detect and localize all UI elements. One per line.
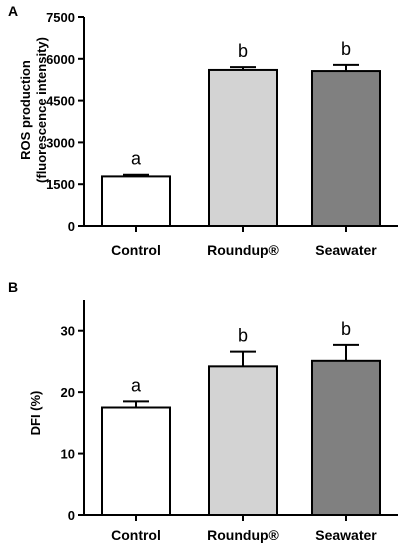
panel-a-bar-seawater	[311, 70, 381, 227]
panel-a-bar-roundup	[208, 68, 278, 227]
panel-a-significance-label-2: b	[341, 39, 351, 59]
panel-b: B DFI (%) a Control b Roundup® b Seawater 0 10 20 3…	[8, 279, 398, 543]
panel-b-significance-label-0: a	[131, 375, 142, 395]
panel-a-y-tick-label-0: 0	[68, 219, 75, 234]
panel-a-bar-control	[101, 175, 171, 228]
panel-b-category-label-1: Roundup®	[207, 527, 279, 543]
panel-a-y-tick-label-1: 1500	[46, 177, 75, 192]
panel-b-y-tick-label-0: 0	[68, 508, 75, 523]
panel-a-significance-label-1: b	[238, 41, 248, 61]
panel-b-category-label-2: Seawater	[315, 527, 377, 543]
panel-a-y-tick-label-3: 4500	[46, 94, 75, 109]
panel-a-y-tick-label-2: 3000	[46, 135, 75, 150]
panel-a: A ROS production (fluorescence intensity) a…	[8, 3, 398, 258]
panel-a-category-label-0: Control	[111, 242, 161, 258]
panel-a-y-tick-label-4: 6000	[46, 52, 75, 67]
panel-a-ylabel-line-1: (fluorescence intensity)	[34, 37, 49, 183]
panel-b-y-tick-label-2: 20	[61, 385, 75, 400]
panel-a-y-tick-label-5: 7500	[46, 10, 75, 25]
panel-b-y-tick-label-1: 10	[61, 447, 75, 462]
panel-a-ylabel-line-0: ROS production	[18, 60, 33, 160]
panel-a-significance-label-0: a	[131, 149, 142, 169]
panel-b-ylabel-line-0: DFI (%)	[28, 391, 43, 436]
panel-b-significance-label-1: b	[238, 326, 248, 346]
panel-b-letter: B	[8, 279, 18, 295]
panel-a-letter: A	[8, 3, 18, 19]
panel-a-category-label-1: Roundup®	[207, 242, 279, 258]
panel-b-bar-roundup	[208, 365, 278, 517]
panel-b-category-label-0: Control	[111, 527, 161, 543]
panel-b-bar-control	[101, 406, 171, 516]
panel-a-category-label-2: Seawater	[315, 242, 377, 258]
panel-b-y-tick-label-3: 30	[61, 324, 75, 339]
panel-b-bar-seawater	[311, 359, 381, 517]
panel-b-significance-label-2: b	[341, 319, 351, 339]
